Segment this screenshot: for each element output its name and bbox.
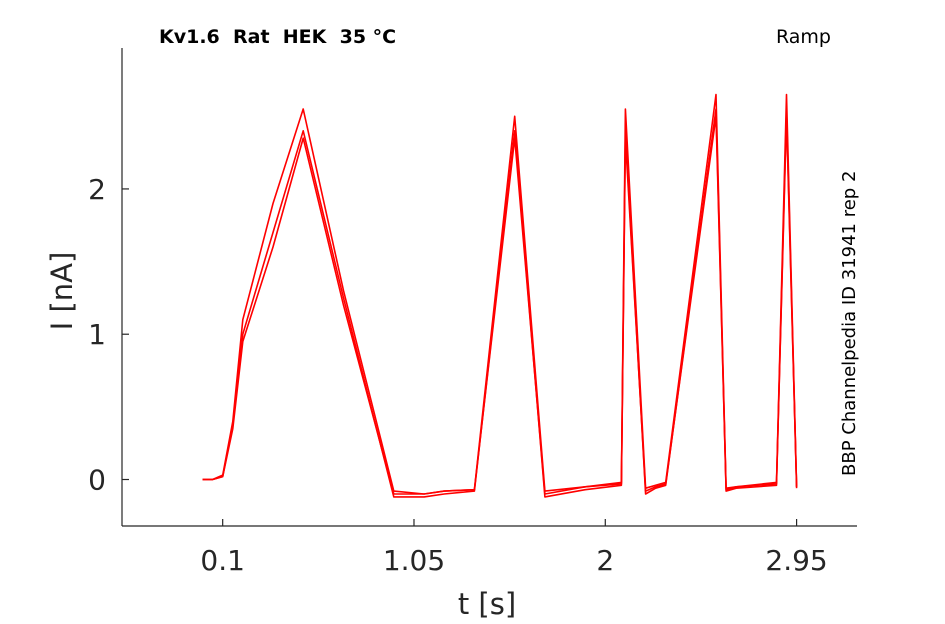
y-tick-label: 2 xyxy=(88,173,106,206)
trace-line-2 xyxy=(202,93,798,495)
y-axis-label: I [nA] xyxy=(45,252,79,331)
x-tick-label: 1.05 xyxy=(383,544,445,577)
trace-line-3 xyxy=(202,108,798,498)
traces xyxy=(202,93,798,498)
x-tick-label: 2.95 xyxy=(765,544,827,577)
x-axis-label: t [s] xyxy=(458,587,516,621)
x-tick-label: 2 xyxy=(596,544,614,577)
protocol-label: Ramp xyxy=(776,26,831,48)
x-tick-label: 0.1 xyxy=(200,544,245,577)
y-tick-label: 1 xyxy=(88,318,106,351)
source-label: BBP Channelpedia ID 31941 rep 2 xyxy=(839,170,860,476)
axes xyxy=(121,48,857,527)
y-tick-label: 0 xyxy=(88,464,106,497)
chart-title: Kv1.6 Rat HEK 35 °C xyxy=(159,26,397,48)
tick-labels: 0.1 1.05 2 2.95 0 1 2 xyxy=(88,173,828,577)
